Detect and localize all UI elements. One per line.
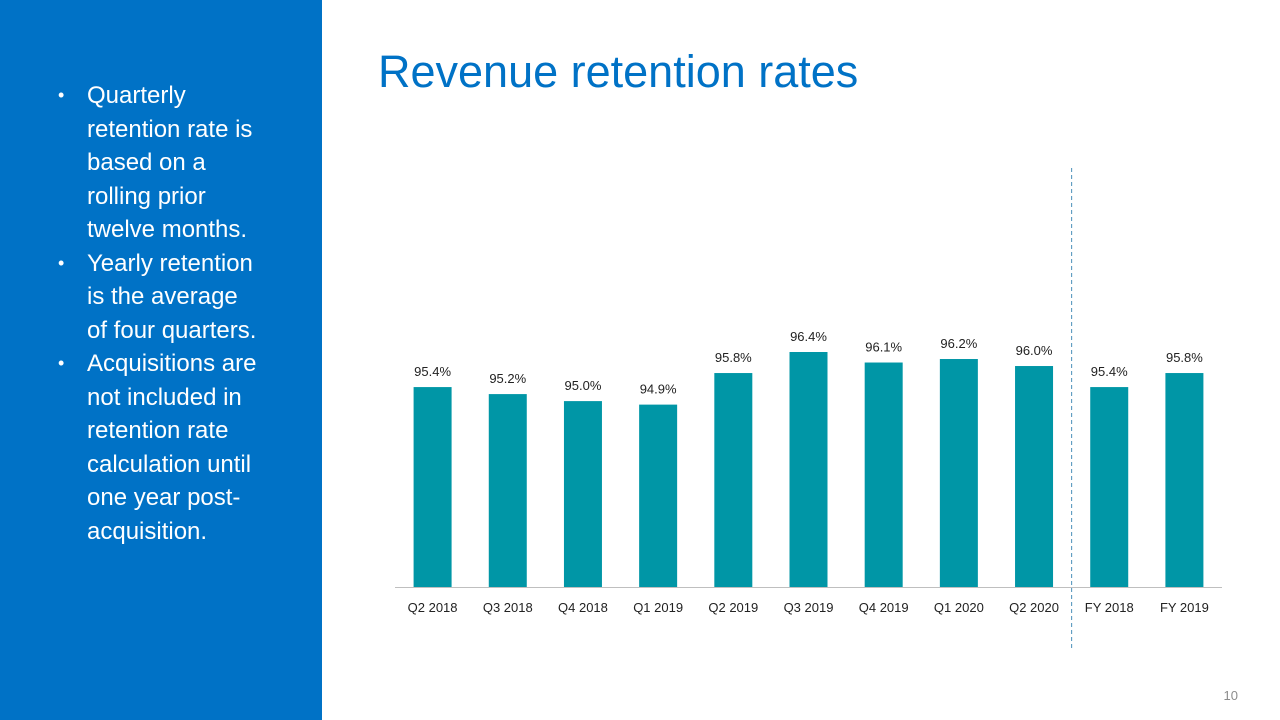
data-label: 95.2%	[489, 371, 526, 386]
note-item: • Acquisitions are not included in reten…	[58, 347, 258, 548]
bar-q1-2020	[939, 359, 978, 587]
data-label: 96.4%	[790, 329, 827, 344]
bar-q1-2019	[639, 404, 678, 587]
x-tick-label: Q4 2018	[558, 600, 608, 615]
note-text: Quarterly retention rate is based on a r…	[87, 82, 253, 243]
x-tick-label: Q3 2018	[483, 600, 533, 615]
retention-bar-chart: 95.4% Q2 2018 95.2% Q3 2018 95.0% Q4 2018 94.9…	[395, 168, 1222, 648]
note-text: Yearly retention is the average of four …	[87, 249, 257, 344]
data-label: 96.0%	[1016, 343, 1053, 358]
bar-q3-2018	[488, 394, 527, 587]
x-tick-label: Q2 2018	[408, 600, 458, 615]
data-label: 95.4%	[414, 364, 451, 379]
x-tick-label: FY 2019	[1160, 600, 1209, 615]
bullet-icon: •	[58, 252, 65, 273]
x-tick-label: FY 2018	[1085, 600, 1134, 615]
x-tick-label: Q1 2019	[633, 600, 683, 615]
data-label: 94.9%	[640, 382, 677, 397]
data-label: 95.8%	[715, 350, 752, 365]
x-tick-label: Q2 2020	[1009, 600, 1059, 615]
bullet-icon: •	[58, 85, 65, 105]
x-tick-label: Q2 2019	[708, 600, 758, 615]
notes-list: • Quarterly retention rate is based on a…	[58, 79, 258, 548]
data-label: 95.0%	[565, 378, 602, 393]
slide-title: Revenue retention rates	[378, 46, 859, 97]
sidebar-panel: • Quarterly retention rate is based on a…	[0, 0, 322, 720]
data-label: 95.4%	[1091, 364, 1128, 379]
bar-q4-2018	[563, 401, 602, 587]
bar-q2-2018	[413, 387, 452, 587]
data-label: 96.2%	[940, 336, 977, 351]
data-label: 96.1%	[865, 340, 902, 355]
page-number: 10	[1223, 688, 1238, 703]
x-tick-label: Q4 2019	[859, 600, 909, 615]
bar-q2-2020	[1015, 366, 1054, 587]
x-tick-label: Q3 2019	[784, 600, 834, 615]
data-label: 95.8%	[1166, 350, 1203, 365]
note-item: • Yearly retention is the average of fou…	[58, 247, 258, 348]
note-item: • Quarterly retention rate is based on a…	[58, 79, 258, 247]
bar-fy-2019	[1165, 373, 1204, 587]
bar-q3-2019	[789, 352, 828, 587]
bar-q2-2019	[714, 373, 753, 587]
bar-fy-2018	[1090, 387, 1129, 587]
bar-q4-2019	[864, 362, 903, 587]
bullet-icon: •	[58, 353, 65, 373]
x-tick-label: Q1 2020	[934, 600, 984, 615]
note-text: Acquisitions are not included in retenti…	[87, 350, 257, 545]
